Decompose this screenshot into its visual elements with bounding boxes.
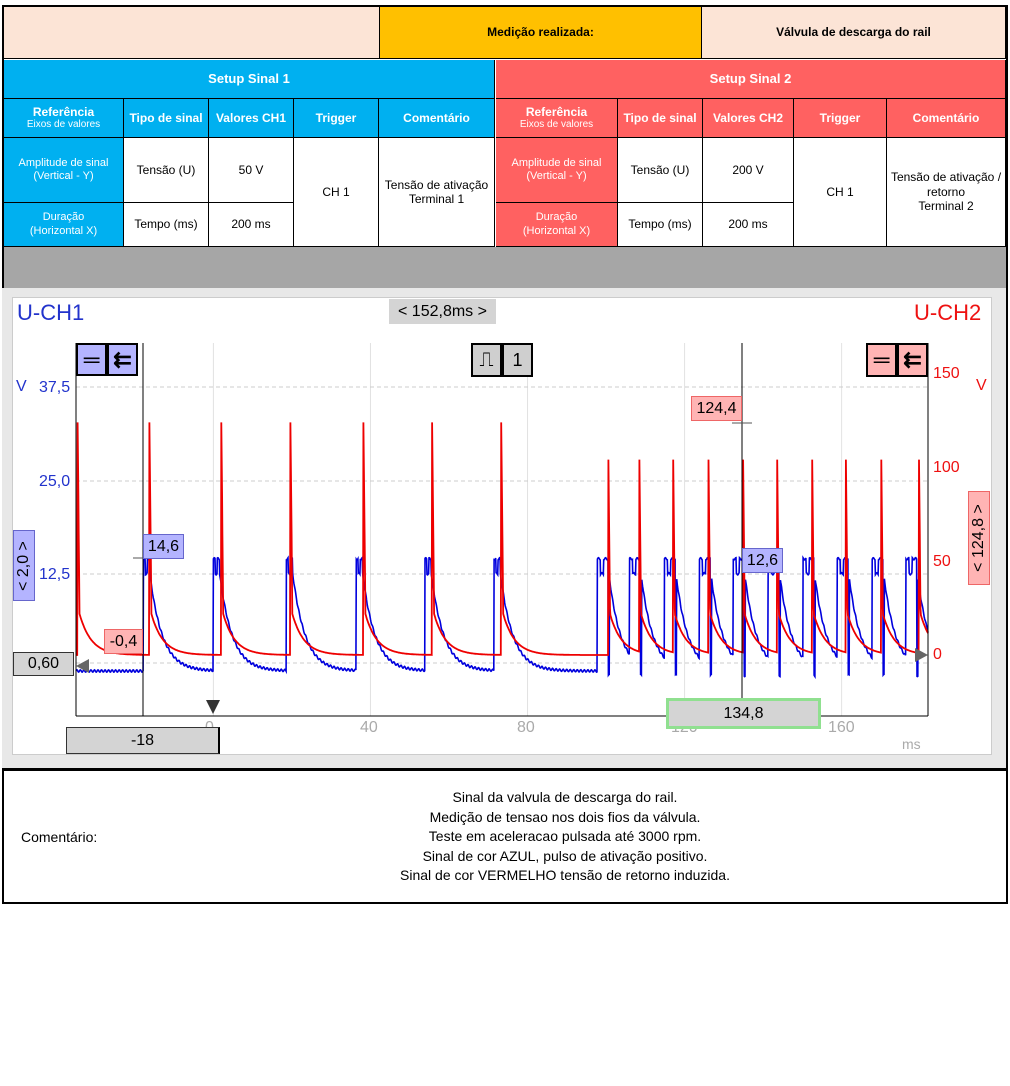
- setup2-comment: Tensão de ativação / retorno Terminal 2: [887, 138, 1006, 247]
- comment-line: Sinal da valvula de descarga do rail.: [452, 789, 678, 805]
- ch2-unit: V: [976, 377, 987, 394]
- ch1-scale-icon[interactable]: ═: [76, 343, 107, 376]
- row-sub: (Horizontal X): [29, 224, 98, 237]
- ch1-tick-12-5: 12,5: [39, 566, 71, 583]
- ref-title: Referência: [32, 104, 95, 119]
- blank-header-cell: [4, 7, 380, 59]
- setup2-row-duration: Duração (Horizontal X): [496, 203, 618, 247]
- setup1-comment: Tensão de ativação Terminal 1: [379, 138, 495, 247]
- setup2-title: Setup Sinal 2: [496, 60, 1006, 99]
- setup1-title: Setup Sinal 1: [4, 60, 495, 99]
- cursor-2-ch1-value: 12,6: [742, 548, 783, 573]
- setup2-col-trigger: Trigger: [794, 99, 887, 138]
- x-unit: ms: [902, 736, 921, 752]
- setup2-type1: Tensão (U): [618, 138, 703, 203]
- ch2-label: U-CH2: [914, 300, 982, 325]
- trigger-position-marker-icon[interactable]: [206, 700, 220, 714]
- ch1-offset-control[interactable]: < 2,0 >: [13, 530, 35, 601]
- x-tick-160: 160: [828, 719, 855, 736]
- trigger-edge-icon[interactable]: ⎍: [471, 343, 502, 377]
- setup1-col-comment: Comentário: [379, 99, 495, 138]
- row-label: Duração: [535, 211, 578, 224]
- setup1-value2: 200 ms: [209, 203, 294, 247]
- ch2-tick-150: 150: [933, 365, 960, 382]
- ch2-offset-control[interactable]: < 124,8 >: [968, 491, 990, 585]
- setup1-trigger: CH 1: [294, 138, 379, 247]
- ref-sub: Eixos de valores: [26, 119, 101, 131]
- comment-section: [2, 768, 1008, 904]
- row-sub: (Vertical - Y): [33, 170, 94, 182]
- comment-label: Comentário:: [21, 829, 98, 845]
- measurement-label: Medição realizada:: [380, 7, 702, 59]
- row-sub: (Horizontal X): [522, 224, 591, 237]
- time-span-control[interactable]: < 152,8ms >: [389, 299, 496, 324]
- cursor-2-time[interactable]: 134,8: [666, 698, 821, 729]
- comment-line: Medição de tensao nos dois fios da válvu…: [429, 808, 701, 825]
- row-label: Amplitude de sinal: [18, 156, 109, 169]
- trigger-channel[interactable]: 1: [502, 343, 533, 377]
- setup2-type2: Tempo (ms): [618, 203, 703, 247]
- separator-band: [4, 247, 1006, 288]
- comment-line: Sinal de cor VERMELHO tensão de retorno …: [400, 867, 730, 883]
- setup2-trigger: CH 1: [794, 138, 887, 247]
- ref-title: Referência: [525, 104, 588, 119]
- ch2-trace: [76, 422, 929, 657]
- ch1-offset-value: < 2,0 >: [15, 540, 33, 591]
- comment-line: Sinal de cor AZUL, pulso de ativação pos…: [422, 847, 708, 864]
- ref-sub: Eixos de valores: [519, 119, 594, 131]
- ch1-zero-value[interactable]: 0,60: [13, 652, 74, 676]
- setup2-col-type: Tipo de sinal: [618, 99, 703, 138]
- setup1-col-values: Valores CH1: [209, 99, 294, 138]
- row-label: Amplitude de sinal: [511, 156, 602, 169]
- row-label: Duração: [42, 211, 85, 224]
- ch2-arrows-icon[interactable]: ⇇: [897, 343, 928, 377]
- measurement-value: Válvula de descarga do rail: [702, 7, 1006, 59]
- ch1-trace: [75, 554, 929, 680]
- ch1-unit: V: [16, 378, 27, 395]
- ch2-zero-marker-icon[interactable]: [915, 648, 928, 662]
- row-sub: (Vertical - Y): [526, 170, 587, 182]
- cursor-1-ch1-value: 14,6: [143, 534, 184, 559]
- ch1-tick-37-5: 37,5: [39, 379, 71, 396]
- setup1-col-type: Tipo de sinal: [124, 99, 209, 138]
- comment-line: Terminal 2: [918, 199, 974, 214]
- setup1-row-amplitude: Amplitude de sinal (Vertical - Y): [4, 138, 124, 203]
- setup1-value1: 50 V: [209, 138, 294, 203]
- ch2-tick-100: 100: [933, 459, 960, 476]
- setup2-row-amplitude: Amplitude de sinal (Vertical - Y): [496, 138, 618, 203]
- comment-line: Tensão de ativação /: [890, 170, 1002, 185]
- ch2-tick-50: 50: [933, 553, 951, 570]
- comment-text: Sinal da valvula de descarga do rail. Me…: [300, 788, 830, 886]
- setup1-row-duration: Duração (Horizontal X): [4, 203, 124, 247]
- comment-line: retorno: [926, 184, 966, 199]
- setup1-col-trigger: Trigger: [294, 99, 379, 138]
- setup2-value2: 200 ms: [703, 203, 794, 247]
- ch2-offset-value: < 124,8 >: [970, 504, 987, 572]
- ch1-arrows-icon[interactable]: ⇇: [107, 343, 138, 376]
- comment-line: Teste em aceleracao pulsada até 3000 rpm…: [428, 828, 702, 844]
- ch1-tick-25: 25,0: [39, 473, 71, 490]
- cursor-1-ch2-value: -0,4: [104, 629, 143, 654]
- setup2-col-values: Valores CH2: [703, 99, 794, 138]
- ch2-tick-0: 0: [933, 646, 942, 663]
- ch1-label: U-CH1: [17, 300, 85, 325]
- setup1-type1: Tensão (U): [124, 138, 209, 203]
- setup1-ref-header: Referência Eixos de valores: [4, 99, 124, 138]
- setup1-type2: Tempo (ms): [124, 203, 209, 247]
- setup2-ref-header: Referência Eixos de valores: [496, 99, 618, 138]
- comment-line: Tensão de ativação: [384, 177, 489, 192]
- setup2-value1: 200 V: [703, 138, 794, 203]
- x-tick-80: 80: [517, 719, 535, 736]
- grid: [76, 343, 928, 716]
- x-tick-40: 40: [360, 719, 378, 736]
- ch1-zero-marker-icon[interactable]: [76, 659, 89, 673]
- comment-line: Terminal 1: [408, 192, 465, 206]
- ch2-scale-icon[interactable]: ═: [866, 343, 897, 377]
- cursor-1-time[interactable]: -18: [66, 727, 220, 754]
- cursor-2-ch2-value: 124,4: [691, 396, 742, 421]
- setup2-col-comment: Comentário: [887, 99, 1006, 138]
